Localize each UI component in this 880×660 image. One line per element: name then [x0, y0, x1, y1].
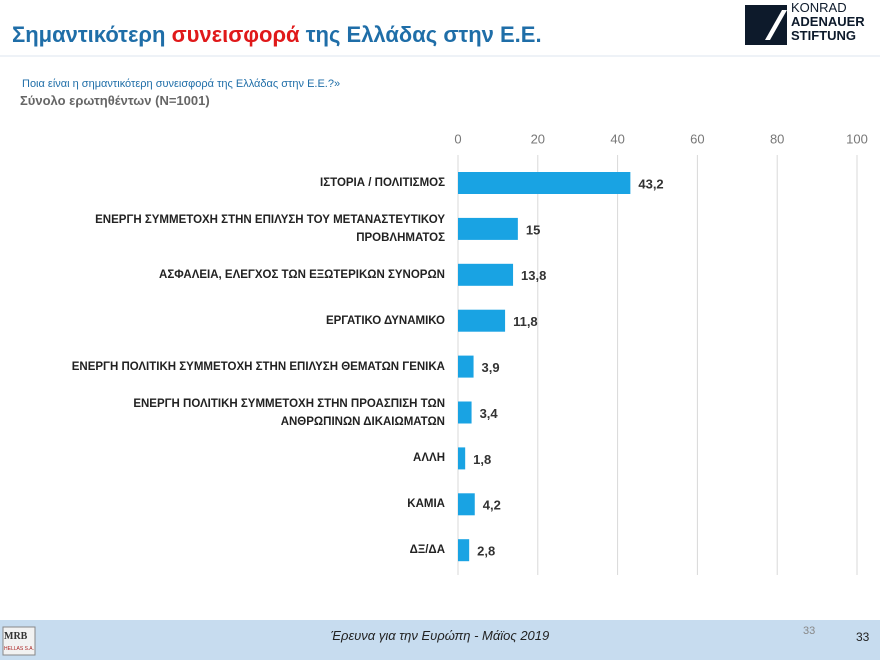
title: Σημαντικότερη συνεισφορά της Ελλάδας στη…: [12, 22, 542, 48]
category-label: ΔΞ/ΔΑ: [409, 544, 445, 557]
footer-logo: MRB: [4, 631, 28, 642]
footer-logo-sub: HELLAS S.A.: [4, 646, 35, 652]
title-part: Σημαντικότερη: [12, 22, 172, 47]
bar: [458, 447, 466, 470]
bar: [458, 539, 470, 562]
logo-line: ADENAUER: [791, 14, 865, 29]
question: Ποια είναι η σημαντικότερη συνεισφορά τη…: [22, 78, 341, 90]
x-tick-label: 100: [846, 131, 868, 146]
value-label: 4,2: [483, 498, 501, 513]
bar: [458, 263, 514, 286]
footer-band: [0, 620, 880, 660]
value-label: 3,4: [480, 406, 499, 421]
x-tick-label: 0: [454, 131, 461, 146]
category-label: ΕΝΕΡΓΗ ΠΟΛΙΤΙΚΗ ΣΥΜΜΕΤΟΧΗ ΣΤΗΝ ΕΠΙΛΥΣΗ Θ…: [71, 360, 445, 373]
bar: [458, 309, 506, 332]
footer-source: Έρευνα για την Ευρώπη - Μάϊος 2019: [330, 628, 550, 643]
value-label: 15: [526, 222, 540, 237]
value-label: 43,2: [638, 176, 663, 191]
category-label: ΕΝΕΡΓΗ ΠΟΛΙΤΙΚΗ ΣΥΜΜΕΤΟΧΗ ΣΤΗΝ ΠΡΟΑΣΠΙΣΗ…: [133, 397, 445, 428]
x-tick-label: 60: [690, 131, 704, 146]
bar: [458, 493, 475, 516]
category-label: ΕΡΓΑΤΙΚΟ ΔΥΝΑΜΙΚΟ: [325, 314, 445, 327]
footer-logo-box: [2, 626, 36, 656]
base: Σύνολο ερωτηθέντων (N=1001): [20, 93, 210, 108]
category-label: ΕΝΕΡΓΗ ΣΥΜΜΕΤΟΧΗ ΣΤΗΝ ΕΠΙΛΥΣΗ ΤΟΥ ΜΕΤΑΝΑ…: [95, 213, 445, 244]
logo-text: KONRAD ADENAUER STIFTUNG: [791, 1, 865, 43]
logo-line: KONRAD: [791, 0, 847, 15]
category-label: ΚΑΜΙΑ: [407, 498, 445, 511]
value-label: 1,8: [473, 452, 491, 467]
category-label: ΑΣΦΑΛΕΙΑ, ΕΛΕΓΧΟΣ ΤΩΝ ΕΞΩΤΕΡΙΚΩΝ ΣΥΝΟΡΩΝ: [159, 268, 445, 281]
value-label: 2,8: [477, 544, 495, 559]
x-tick-label: 20: [531, 131, 545, 146]
category-label: ΑΛΛΗ: [413, 452, 445, 465]
logo-line: STIFTUNG: [791, 28, 856, 43]
title-part: της Ελλάδας στην Ε.Ε.: [299, 22, 542, 47]
page-number-small: 33: [803, 625, 816, 637]
x-tick-label: 80: [770, 131, 784, 146]
bar: [458, 217, 518, 240]
bar: [458, 355, 474, 378]
page-number: 33: [856, 630, 870, 644]
value-label: 13,8: [521, 268, 546, 283]
bar: [458, 401, 472, 424]
logo-stripe: [765, 10, 787, 40]
bar: [458, 172, 631, 194]
value-label: 3,9: [482, 360, 500, 375]
value-label: 11,8: [513, 314, 538, 329]
x-tick-label: 40: [610, 131, 624, 146]
category-label: ΙΣΤΟΡΙΑ / ΠΟΛΙΤΙΣΜΟΣ: [320, 177, 445, 189]
title-highlight: συνεισφορά: [171, 22, 300, 47]
